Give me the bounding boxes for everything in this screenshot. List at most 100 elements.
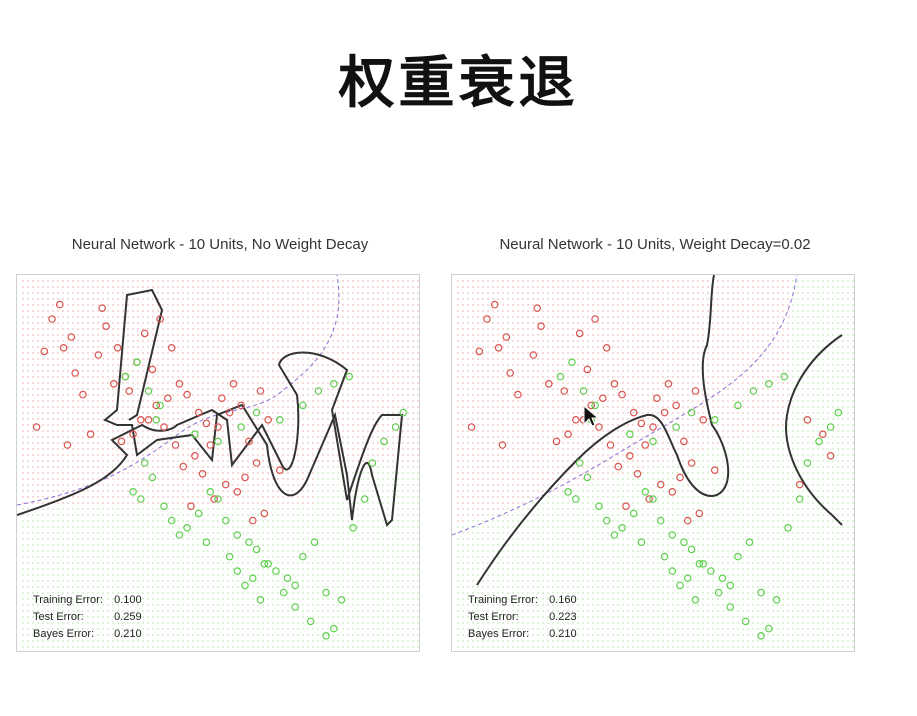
green-data-point [564, 488, 572, 496]
red-data-point [591, 315, 599, 323]
red-data-point [699, 416, 707, 424]
plot-area: Training Error: 0.160 Test Error: 0.223 … [451, 274, 855, 652]
green-data-point [279, 588, 288, 597]
region-dots [457, 280, 854, 648]
green-data-point [757, 588, 765, 597]
red-data-point [575, 329, 584, 338]
red-data-point [626, 452, 634, 460]
red-data-point [102, 322, 110, 331]
green-data-point [575, 459, 584, 467]
test-error-row: Test Error: 0.259 [33, 609, 142, 626]
green-data-point [583, 473, 592, 482]
red-data-point [167, 344, 176, 352]
green-data-point [133, 358, 141, 367]
red-data-point [710, 466, 719, 475]
decision-boundary [17, 288, 404, 527]
region-dots [22, 280, 419, 648]
red-data-point [506, 369, 514, 377]
green-data-point [726, 603, 735, 611]
red-data-point [629, 408, 638, 417]
red-data-point [156, 315, 164, 323]
green-data-point [206, 488, 215, 496]
arrow-cursor-icon [583, 405, 599, 427]
red-data-point [210, 495, 218, 503]
test-error-value: 0.259 [114, 611, 142, 623]
red-data-point [595, 423, 603, 431]
red-data-point [171, 441, 180, 449]
green-data-point [815, 437, 823, 446]
green-data-point [718, 574, 727, 583]
error-summary: Training Error: 0.100 Test Error: 0.259 … [33, 592, 142, 643]
green-data-point [129, 488, 137, 496]
red-data-point [32, 423, 41, 431]
training-error-row: Training Error: 0.100 [33, 592, 142, 609]
green-data-point [360, 495, 369, 503]
green-data-point [283, 574, 292, 583]
green-data-point [248, 574, 257, 583]
green-data-point [556, 372, 565, 381]
green-data-point [345, 372, 354, 381]
red-data-point [803, 416, 812, 424]
red-data-point [583, 365, 592, 374]
green-data-point [676, 581, 684, 590]
green-data-point [803, 459, 812, 467]
red-data-point [198, 470, 207, 478]
green-data-point [695, 559, 704, 568]
red-data-point [55, 300, 64, 309]
red-data-point [552, 437, 561, 446]
green-data-point [749, 387, 758, 395]
red-data-point [129, 430, 137, 439]
red-data-point [194, 408, 203, 417]
green-data-point [183, 524, 191, 532]
red-data-point [109, 380, 118, 388]
red-data-point [544, 380, 553, 388]
green-data-point [780, 372, 789, 381]
red-data-point [687, 459, 696, 467]
red-data-point [187, 502, 195, 511]
red-data-point [633, 470, 642, 478]
red-data-point [664, 380, 673, 388]
red-data-point [256, 387, 265, 395]
red-data-point [148, 365, 157, 374]
red-data-point [537, 322, 545, 331]
red-data-point [241, 473, 249, 482]
chart-title: Neural Network - 10 Units, No Weight Dec… [71, 236, 369, 253]
bayes-error-row: Bayes Error: 0.210 [33, 626, 142, 643]
green-data-point [572, 495, 580, 503]
green-data-point [380, 437, 388, 446]
red-data-point [221, 480, 230, 489]
green-data-point [156, 401, 164, 410]
green-data-point [745, 538, 754, 547]
green-data-point [291, 603, 300, 611]
green-data-point [691, 595, 700, 604]
green-data-point [233, 531, 242, 539]
green-data-point [264, 559, 272, 568]
green-data-point [726, 581, 735, 590]
green-data-point [275, 416, 284, 424]
training-error-value: 0.100 [114, 594, 142, 606]
red-data-point [206, 441, 215, 449]
red-data-point [467, 423, 476, 431]
red-data-point [680, 437, 688, 446]
green-data-point [629, 509, 638, 518]
red-data-point [645, 495, 653, 503]
red-data-point [71, 369, 79, 377]
green-data-point [310, 538, 319, 547]
red-data-point [618, 390, 626, 399]
green-data-point [637, 538, 646, 547]
red-data-point [641, 441, 650, 449]
green-data-point [680, 538, 688, 547]
green-data-point [568, 358, 576, 367]
green-data-point [834, 408, 843, 417]
red-data-point [225, 408, 234, 417]
green-data-point [764, 380, 773, 388]
red-data-point [660, 408, 669, 417]
red-data-point [252, 459, 261, 467]
red-data-point [191, 452, 199, 460]
green-data-point [699, 559, 707, 568]
red-data-point [676, 473, 684, 482]
green-data-point [329, 624, 338, 633]
green-data-point [734, 401, 742, 410]
red-data-point [275, 466, 284, 475]
green-data-point [144, 387, 153, 395]
